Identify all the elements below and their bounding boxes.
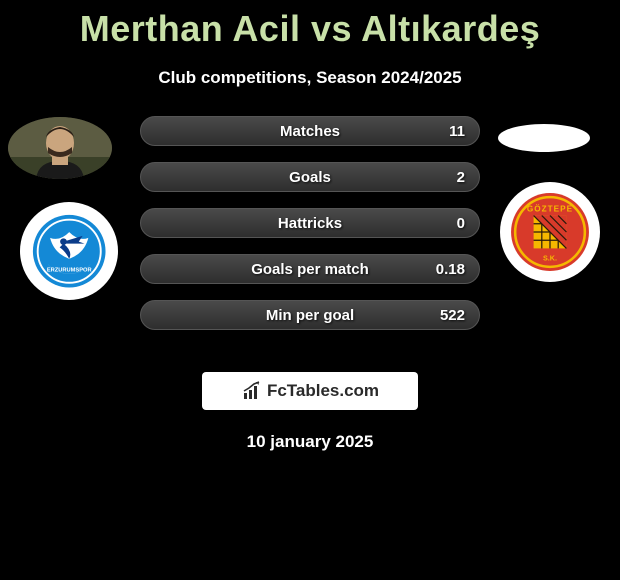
stat-label: Matches bbox=[280, 123, 340, 140]
stat-label: Min per goal bbox=[266, 307, 354, 324]
player1-photo bbox=[8, 117, 112, 179]
subtitle: Club competitions, Season 2024/2025 bbox=[0, 68, 620, 88]
svg-text:S.K.: S.K. bbox=[543, 255, 557, 263]
stat-label: Hattricks bbox=[278, 215, 342, 232]
stat-right-value: 0.18 bbox=[436, 261, 465, 278]
stat-right-value: 522 bbox=[440, 307, 465, 324]
chart-icon bbox=[241, 380, 263, 402]
svg-text:GÖZTEPE: GÖZTEPE bbox=[527, 204, 573, 214]
stat-right-value: 0 bbox=[457, 215, 465, 232]
page-title: Merthan Acil vs Altıkardeş bbox=[0, 0, 620, 50]
stat-row-goals-per-match: Goals per match 0.18 bbox=[140, 254, 480, 284]
club2-crest: GÖZTEPE S.K. bbox=[500, 182, 600, 282]
branding-badge: FcTables.com bbox=[202, 372, 418, 410]
player2-photo-placeholder bbox=[498, 124, 590, 152]
brand-text: FcTables.com bbox=[267, 381, 379, 401]
stat-label: Goals bbox=[289, 169, 331, 186]
stat-right-value: 2 bbox=[457, 169, 465, 186]
stat-label: Goals per match bbox=[251, 261, 369, 278]
stats-list: Matches 11 Goals 2 Hattricks 0 Goals per… bbox=[140, 116, 480, 346]
stat-row-goals: Goals 2 bbox=[140, 162, 480, 192]
stat-row-matches: Matches 11 bbox=[140, 116, 480, 146]
date-label: 10 january 2025 bbox=[0, 432, 620, 452]
stat-row-min-per-goal: Min per goal 522 bbox=[140, 300, 480, 330]
stat-row-hattricks: Hattricks 0 bbox=[140, 208, 480, 238]
club1-crest: ERZURUMSPOR bbox=[20, 202, 118, 300]
comparison-area: ERZURUMSPOR GÖZTEPE bbox=[0, 116, 620, 366]
svg-text:ERZURUMSPOR: ERZURUMSPOR bbox=[47, 267, 93, 273]
stat-right-value: 11 bbox=[449, 123, 465, 140]
